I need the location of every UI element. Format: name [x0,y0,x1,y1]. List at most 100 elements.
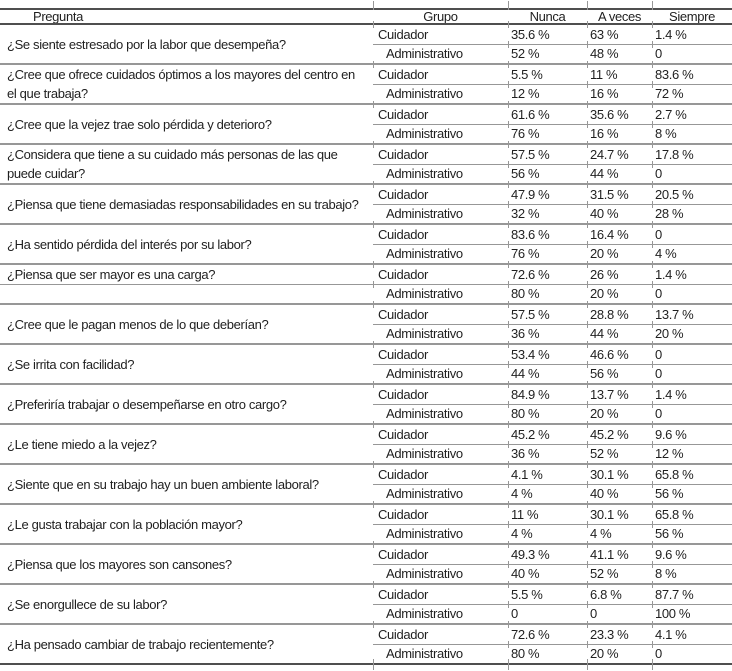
question-group: ¿Ha pensado cambiar de trabajo recientem… [0,625,732,665]
row-divider [373,604,732,605]
value-cell-aveces: 16.4 % [590,227,629,242]
column-tick [508,501,509,508]
row-divider [373,644,732,645]
question-group: ¿Cree que la vejez trae solo pérdida y d… [0,105,732,145]
column-tick [508,141,509,148]
group-label-cuidador: Cuidador [378,387,428,402]
value-cell-nunca: 84.9 % [511,387,550,402]
row-divider [373,244,732,245]
question-text: ¿Piensa que tiene demasiadas responsabil… [7,196,359,212]
value-cell-aveces: 20 % [590,286,619,301]
column-tick [652,421,653,428]
value-cell-nunca: 4 % [511,526,533,541]
group-label-cuidador: Cuidador [378,67,428,82]
group-label-cuidador: Cuidador [378,547,428,562]
value-cell-aveces: 20 % [590,406,619,421]
value-cell-siempre: 100 % [655,606,691,621]
column-tick [508,601,509,608]
question-group: ¿Considera que tiene a su cuidado más pe… [0,145,732,185]
value-cell-nunca: 61.6 % [511,107,550,122]
table-body: ¿Se siente estresado por la labor que de… [0,25,732,665]
value-cell-siempre: 0 [655,406,662,421]
group-label-administrativo: Administrativo [386,646,463,661]
column-tick [587,641,588,648]
group-label-cuidador: Cuidador [378,267,428,282]
column-tick [652,441,653,448]
value-cell-aveces: 4 % [590,526,612,541]
column-tick [652,341,653,348]
value-cell-nunca: 57.5 % [511,307,550,322]
question-text: ¿Piensa que ser mayor es una carga? [7,267,216,282]
value-cell-nunca: 49.3 % [511,547,550,562]
column-tick [652,181,653,188]
column-tick [508,161,509,168]
value-cell-siempre: 1.4 % [655,27,687,42]
column-tick [508,21,509,28]
column-tick [587,301,588,308]
column-tick [587,621,588,628]
question-text: ¿Se siente estresado por la labor que de… [7,36,286,52]
column-tick [508,521,509,528]
question-group: ¿Cree que ofrece cuidados óptimos a los … [0,65,732,105]
value-cell-siempre: 20.5 % [655,187,694,202]
column-tick [373,501,374,508]
column-tick [652,21,653,28]
column-tick [373,621,374,628]
column-tick [587,441,588,448]
column-tick [508,561,509,568]
column-tick [373,301,374,308]
col-header-siempre: Siempre [669,10,715,23]
value-cell-siempre: 8 % [655,566,677,581]
value-cell-aveces: 44 % [590,166,619,181]
row-divider [373,44,732,45]
question-cell: ¿Le tiene miedo a la vejez? [0,425,373,463]
column-tick [508,121,509,128]
column-tick [652,641,653,648]
question-text: ¿Ha pensado cambiar de trabajo recientem… [7,636,274,652]
question-group: ¿Se irrita con facilidad? Cuidador 53.4 % 4… [0,345,732,385]
group-label-cuidador: Cuidador [378,627,428,642]
column-tick [587,21,588,28]
column-tick [508,421,509,428]
group-label-administrativo: Administrativo [386,126,463,141]
value-cell-siempre: 2.7 % [655,107,687,122]
column-tick [587,181,588,188]
column-tick [373,221,374,228]
column-tick [587,141,588,148]
value-cell-aveces: 44 % [590,326,619,341]
column-tick [508,241,509,248]
value-cell-aveces: 26 % [590,267,619,282]
question-group: ¿Siente que en su trabajo hay un buen am… [0,465,732,505]
column-tick [587,101,588,108]
group-label-administrativo: Administrativo [386,486,463,501]
group-label-cuidador: Cuidador [378,587,428,602]
value-cell-aveces: 23.3 % [590,627,629,642]
value-cell-aveces: 30.1 % [590,467,629,482]
value-cell-aveces: 52 % [590,446,619,461]
column-tick [587,421,588,428]
column-tick [587,581,588,588]
column-tick [652,81,653,88]
table-header-row: Pregunta Grupo Nunca A veces Siempre [0,8,732,25]
column-tick [587,561,588,568]
value-cell-siempre: 0 [655,166,662,181]
question-cell: ¿Piensa que ser mayor es una carga? [0,265,373,284]
question-cell: ¿Se irrita con facilidad? [0,345,373,383]
column-tick [508,261,509,268]
question-group: ¿Piensa que tiene demasiadas responsabil… [0,185,732,225]
column-tick [587,481,588,488]
question-text: ¿Piensa que los mayores son cansones? [7,556,232,572]
question-text: ¿Le tiene miedo a la vejez? [7,436,157,452]
column-tick [652,121,653,128]
value-cell-nunca: 83.6 % [511,227,550,242]
column-tick [373,261,374,268]
question-group: ¿Le tiene miedo a la vejez? Cuidador 45.2 … [0,425,732,465]
value-cell-siempre: 0 [655,347,662,362]
value-cell-aveces: 40 % [590,206,619,221]
col-header-a-veces: A veces [597,10,642,23]
column-tick [508,41,509,48]
value-cell-aveces: 28.8 % [590,307,629,322]
value-cell-aveces: 24.7 % [590,147,629,162]
column-tick [373,341,374,348]
